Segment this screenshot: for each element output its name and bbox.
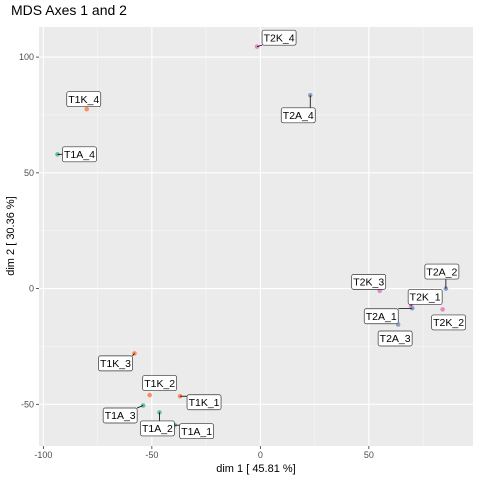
y-tick-label: -50 [21, 399, 34, 409]
point-label-box [62, 146, 97, 163]
point-label-box [431, 314, 466, 331]
grid-layer [39, 27, 473, 446]
label-leader-line [256, 44, 263, 48]
point-label-box [280, 107, 316, 124]
y-tick-label: 100 [19, 52, 34, 62]
point-label: T1A_3 [105, 410, 136, 422]
x-axis-title: dim 1 [ 45.81 %] [216, 463, 296, 475]
plot-panel [39, 27, 473, 446]
label-leader-line [132, 353, 135, 357]
point-label-box [261, 29, 297, 46]
point-label-box [407, 289, 443, 305]
scatter-point [84, 106, 90, 112]
x-tick-label: 0 [258, 450, 263, 460]
y-tick-label: 50 [24, 168, 34, 178]
point-label-box [66, 91, 102, 108]
x-tick-label: -50 [145, 450, 158, 460]
y-axis-title: dim 2 [ 30.36 %] [5, 196, 17, 276]
point-label: T2K_2 [433, 317, 464, 329]
point-label: T1K_4 [68, 94, 99, 106]
y-tick-label: 0 [29, 284, 34, 294]
point-label: T1A_2 [142, 423, 173, 435]
point-label: T1K_2 [144, 378, 175, 390]
point-label-box [424, 263, 460, 280]
point-label: T2K_4 [264, 32, 295, 44]
point-label: T2A_1 [366, 311, 397, 323]
point-label-box [179, 423, 214, 440]
point-label: T1A_1 [181, 426, 212, 438]
point-label-box [351, 274, 387, 290]
point-label: T1K_3 [100, 358, 131, 370]
point-label: T2A_3 [380, 333, 411, 345]
point-label: T2K_3 [353, 277, 384, 289]
point-label-box [98, 355, 133, 372]
point-label-box [186, 394, 222, 411]
point-label: T2A_2 [426, 266, 457, 278]
label-leader-line [137, 405, 144, 409]
scatter-point [147, 392, 152, 398]
point-label: T1A_4 [64, 149, 95, 161]
point-label-box [102, 407, 138, 424]
scatter-point [440, 307, 445, 312]
point-label-box [142, 375, 178, 391]
point-label: T1K_1 [189, 397, 220, 409]
x-tick-label: 50 [364, 450, 374, 460]
tick-layer: -100 -50 0 50 -50 0 50 100 [19, 52, 374, 460]
label-layer: T2K_4 T2A_4 T1K_4 T1A_4 T2K_3 T2A_2 T2K_1 T2A_1… [57, 29, 466, 440]
point-label-box [363, 308, 399, 325]
point-label: T2K_1 [410, 292, 441, 304]
point-layer [55, 44, 449, 428]
x-tick-label: -100 [34, 450, 52, 460]
label-leader-line [398, 307, 413, 310]
point-label: T2A_4 [283, 110, 314, 122]
point-label-box [377, 330, 413, 347]
chart-title: MDS Axes 1 and 2 [11, 2, 127, 18]
point-label-box [140, 420, 175, 437]
